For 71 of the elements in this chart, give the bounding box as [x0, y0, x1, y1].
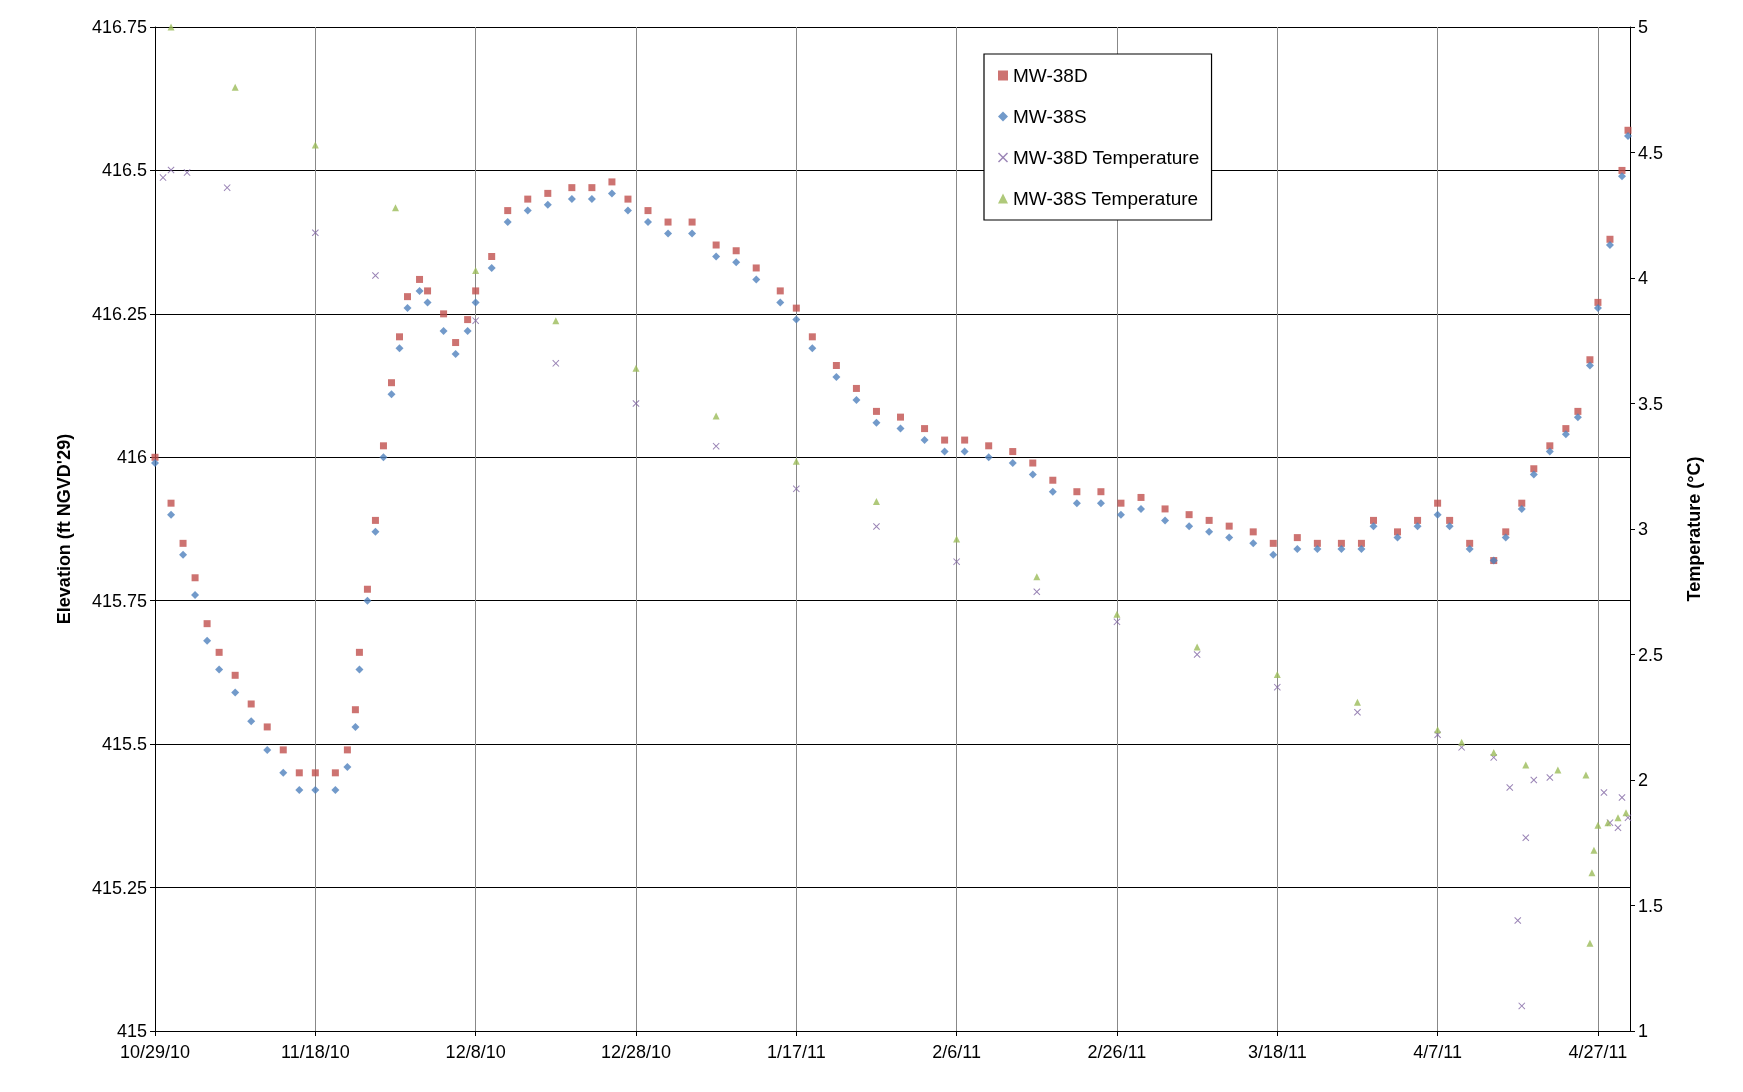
point: [1458, 738, 1466, 746]
point: [1273, 683, 1281, 691]
point: [1193, 651, 1201, 658]
point: [792, 457, 800, 465]
y-tick-label: 415: [116, 1021, 147, 1041]
legend-label: MW-38D Temperature: [1013, 147, 1200, 168]
point: [1618, 794, 1626, 802]
point: [712, 412, 720, 420]
y2-tick-label: 3.5: [1638, 393, 1664, 414]
legend-label: MW-38D: [1013, 65, 1088, 86]
point: [632, 364, 640, 372]
point: [1353, 708, 1361, 716]
y2-tick-label: 3: [1638, 519, 1649, 539]
point: [231, 83, 239, 91]
y-tick-label: 415.75: [91, 590, 147, 611]
y2-tick-label: 1.5: [1638, 895, 1664, 916]
point: [1622, 809, 1630, 817]
point: [391, 204, 399, 212]
x-tick-label: 2/6/11: [932, 1042, 981, 1062]
point: [1594, 821, 1602, 829]
x-tick-label: 2/26/11: [1087, 1042, 1147, 1062]
x-tick-label: 4/27/11: [1568, 1042, 1628, 1062]
point: [1614, 824, 1622, 832]
y-tick-label: 416.25: [91, 303, 147, 324]
point: [1586, 939, 1594, 947]
x-tick-label: 12/8/10: [445, 1042, 506, 1062]
point: [183, 169, 191, 177]
point: [1434, 726, 1442, 734]
point: [1490, 748, 1498, 756]
point: [1614, 814, 1622, 822]
point: [1113, 610, 1121, 618]
y2-axis-title: Temperature (°C): [1684, 456, 1704, 602]
point: [632, 400, 640, 407]
x-tick-label: 4/7/11: [1413, 1042, 1462, 1062]
point: [1514, 917, 1522, 925]
point: [872, 497, 880, 505]
x-tick-label: 12/28/10: [600, 1042, 672, 1062]
point: [1590, 846, 1598, 854]
y2-tick-label: 2.5: [1638, 644, 1664, 665]
x-tick-label: 10/29/10: [119, 1042, 191, 1062]
point: [552, 359, 560, 367]
point: [1522, 834, 1530, 842]
point: [472, 266, 480, 274]
y-tick-label: 416.75: [91, 17, 147, 37]
y-axis-title: Elevation (ft NGVD'29): [54, 433, 74, 625]
y2-tick-label: 5: [1638, 17, 1649, 37]
point: [792, 485, 800, 493]
point: [1518, 1002, 1526, 1010]
y2-tick-label: 4.5: [1638, 142, 1664, 163]
point: [472, 317, 480, 325]
y2-tick-label: 4: [1638, 268, 1649, 288]
point: [1353, 698, 1361, 706]
y-tick-label: 416.5: [101, 160, 147, 181]
y-tick-label: 416: [116, 447, 147, 468]
point: [223, 184, 231, 192]
point: [1546, 773, 1554, 781]
point: [167, 23, 175, 31]
point: [311, 229, 319, 237]
x-tick-label: 3/18/11: [1247, 1042, 1307, 1062]
y2-tick-label: 2: [1638, 770, 1649, 790]
x-tick-label: 11/18/10: [280, 1042, 350, 1062]
y-tick-label: 415.5: [101, 734, 147, 755]
point: [953, 535, 961, 543]
point: [159, 174, 167, 182]
y2-tick-label: 1: [1638, 1021, 1649, 1041]
point: [1033, 588, 1041, 596]
legend-label: MW-38S Temperature: [1013, 188, 1199, 209]
point: [1600, 789, 1608, 797]
legend-label: MW-38S: [1013, 106, 1087, 127]
y-tick-label: 415.25: [91, 877, 147, 898]
x-tick-label: 1/17/11: [766, 1042, 826, 1062]
